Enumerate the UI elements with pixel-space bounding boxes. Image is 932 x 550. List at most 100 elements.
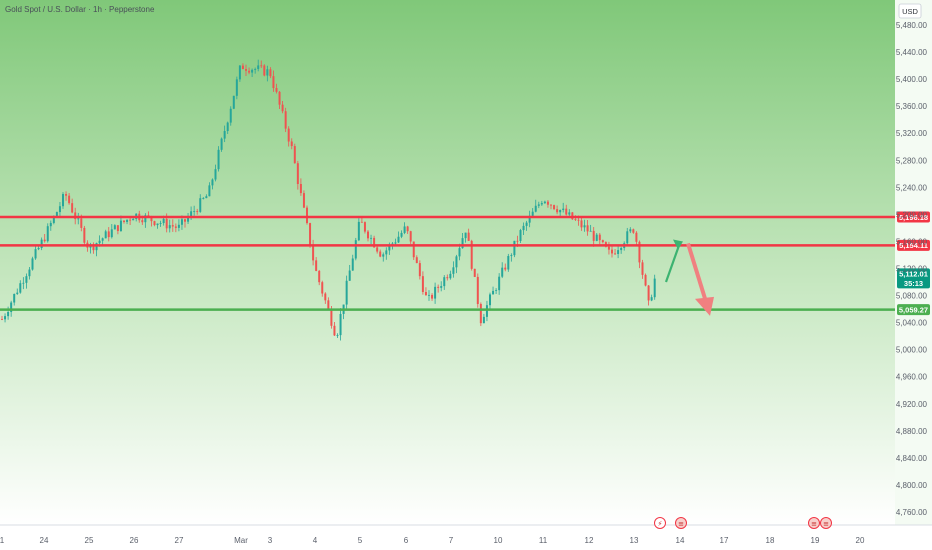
candle-body <box>107 231 110 238</box>
currency-button[interactable]: USD <box>898 3 922 19</box>
candle-body <box>68 195 71 204</box>
candle-body <box>534 205 537 212</box>
event-icons[interactable]: ⚡ ≡ ≡ ≡ <box>654 517 832 529</box>
candle-body <box>641 262 644 275</box>
candle-body <box>123 220 125 222</box>
candle-body <box>1 319 3 321</box>
candle-body <box>336 335 339 336</box>
time-tick-label: 1 <box>0 536 5 545</box>
price-tick-label: 4,960.00 <box>896 373 928 382</box>
candle-body <box>476 276 479 304</box>
candle-body <box>418 263 421 277</box>
candle-body <box>196 211 199 212</box>
time-tick-label: 6 <box>404 536 409 545</box>
candle-body <box>556 209 559 213</box>
candle-body <box>324 293 327 301</box>
candle-body <box>470 240 473 269</box>
candle-body <box>653 278 656 298</box>
candle-body <box>568 212 571 215</box>
candle-body <box>421 276 424 292</box>
projection-down-arrow-shaft <box>686 242 708 303</box>
time-tick-label: 10 <box>494 536 503 545</box>
price-tick-label: 4,760.00 <box>896 508 928 517</box>
candle-body <box>80 218 83 228</box>
last-price-badge <box>897 268 930 289</box>
candles-layer <box>1 59 656 341</box>
time-tick-label: 5 <box>358 536 363 545</box>
candle-body <box>550 204 552 206</box>
candle-body <box>58 206 61 213</box>
candle-body <box>19 283 22 293</box>
candle-body <box>229 108 232 123</box>
candle-body <box>510 255 513 256</box>
candle-body <box>412 241 415 258</box>
price-tick-label: 5,160.00 <box>896 237 928 246</box>
candle-body <box>223 131 226 139</box>
price-tick-label: 4,840.00 <box>896 454 928 463</box>
candle-body <box>141 220 144 223</box>
us-flag-icon[interactable] <box>675 517 687 529</box>
candle-body <box>513 240 516 256</box>
candle-body <box>232 95 235 109</box>
candle-body <box>446 277 449 279</box>
candle-body <box>104 231 107 239</box>
candle-body <box>327 300 330 310</box>
candle-body <box>424 291 427 296</box>
candle-body <box>449 273 452 279</box>
candle-body <box>546 201 549 205</box>
candle-body <box>202 198 205 199</box>
candle-body <box>98 240 101 244</box>
candle-body <box>485 305 488 317</box>
candle-body <box>580 220 583 228</box>
candle-body <box>434 286 437 299</box>
candle-body <box>187 216 190 222</box>
resistance-price-label: 5,196.18 <box>899 213 928 222</box>
candle-body <box>113 225 116 230</box>
candle-body <box>614 253 617 255</box>
projection-up-arrowhead <box>673 239 683 250</box>
candle-body <box>190 211 193 217</box>
candle-body <box>601 240 604 243</box>
candle-body <box>443 277 446 287</box>
time-tick-label: 25 <box>85 536 94 545</box>
candle-body <box>357 221 360 241</box>
candle-body <box>330 309 333 326</box>
candle-body <box>293 146 296 164</box>
candle-body <box>437 286 440 288</box>
candle-body <box>367 231 369 239</box>
candle-body <box>71 203 74 213</box>
candle-body <box>638 241 641 263</box>
candle-body <box>409 231 412 242</box>
candle-body <box>241 65 244 70</box>
candle-body <box>519 230 522 241</box>
candle-body <box>275 88 278 92</box>
candle-body <box>504 267 507 270</box>
candle-body <box>226 122 229 132</box>
price-axis[interactable]: 5,480.00 5,440.00 5,400.00 5,360.00 5,320.00… <box>896 21 928 517</box>
candle-body <box>263 65 266 76</box>
candle-body <box>177 224 180 228</box>
candle-body <box>28 269 31 277</box>
candle-body <box>25 276 28 283</box>
time-axis[interactable]: 1 24 25 26 27 Mar 3 4 5 6 7 10 11 12 13 14 17 18 19 20 <box>0 536 865 545</box>
candle-body <box>348 270 351 281</box>
candle-body <box>199 198 202 212</box>
lightning-icon[interactable] <box>654 517 666 529</box>
candle-body <box>373 237 376 248</box>
last-price-label: 5,112.01 <box>899 270 928 279</box>
candle-body <box>458 248 461 257</box>
candle-body <box>214 169 217 180</box>
time-tick-label: Mar <box>234 536 248 545</box>
candle-body <box>144 215 147 223</box>
candle-body <box>251 69 254 73</box>
candle-body <box>217 149 220 170</box>
us-flag-icon[interactable] <box>808 517 820 529</box>
candle-body <box>507 255 510 270</box>
candle-body <box>278 91 281 105</box>
us-flag-icon[interactable] <box>820 517 832 529</box>
candle-body <box>321 282 324 294</box>
candle-body <box>531 211 534 216</box>
